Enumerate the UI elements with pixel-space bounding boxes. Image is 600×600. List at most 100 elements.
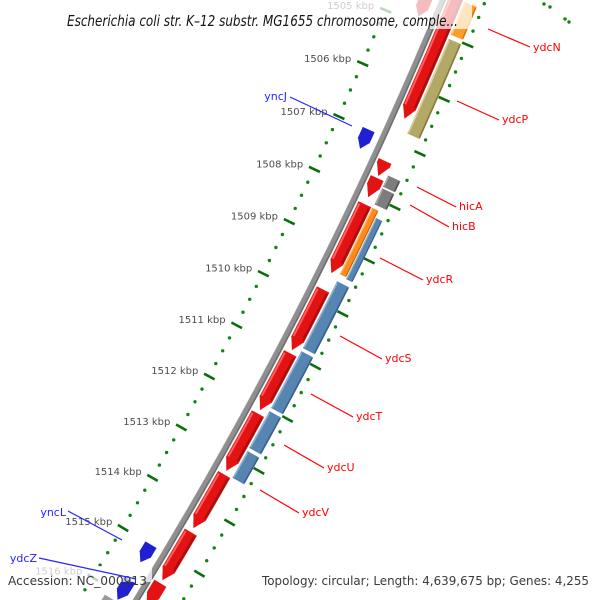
- gene-yncJ-arrow: [358, 137, 370, 149]
- gene-red-7-arrow: [193, 513, 206, 529]
- kbp-tick: [413, 149, 426, 158]
- kbp-tick: [461, 41, 474, 49]
- tick-dot: [128, 513, 132, 517]
- gene-ydcS-shadow: [351, 221, 382, 282]
- tick-dot: [380, 232, 384, 236]
- map-title: Escherichia coli str. K–12 substr. MG165…: [67, 12, 458, 30]
- gene-ydcU-highlight: [249, 412, 271, 448]
- gene-label-ydcT: ydcT: [356, 410, 383, 423]
- gene-red-0-shadow: [413, 0, 463, 109]
- tick-dot: [242, 494, 246, 499]
- tick-dot: [271, 443, 275, 447]
- tick-dot: [318, 154, 322, 158]
- gene-red-1-arrow: [377, 161, 390, 176]
- tick-dot: [423, 138, 428, 142]
- gene-red-2-arrow: [367, 183, 380, 198]
- gene-red-8-highlight: [163, 530, 187, 567]
- tick-dot: [330, 127, 335, 132]
- tick-dot: [324, 141, 328, 145]
- tick-dot: [542, 2, 546, 6]
- tick-dot: [372, 35, 376, 39]
- tick-dot: [353, 285, 358, 289]
- tick-dot: [354, 75, 359, 79]
- gene-label-ydcS: ydcS: [385, 352, 412, 365]
- tick-dot: [320, 351, 324, 355]
- gene-label-ydcN: ydcN: [533, 41, 561, 54]
- gene-red-1: [376, 158, 392, 169]
- gene-red-5-arrow: [259, 395, 272, 411]
- gene-ydcP: [407, 38, 462, 140]
- tick-label-1512: 1512 kbp: [151, 366, 198, 377]
- topology-text: Topology: circular; Length: 4,639,675 bp…: [261, 574, 589, 589]
- gene-rev-bottom: [101, 594, 114, 600]
- gene-label-layer: ydcN ydcP hicA hicB ydcR ydcS ydcT ydcU ydcV yncJ…: [10, 28, 561, 580]
- tick-label-1511: 1511 kbp: [178, 315, 225, 326]
- kbp-tick: [253, 466, 265, 476]
- gene-hicB-highlight: [375, 189, 384, 204]
- gene-red-6-shadow: [236, 417, 263, 463]
- tick-dot: [306, 180, 310, 184]
- gene-red-2: [366, 175, 384, 190]
- kbp-tick: [203, 372, 216, 381]
- gene-hicA: [382, 175, 401, 193]
- gene-red-5-highlight: [261, 352, 286, 397]
- kbp-tick: [175, 423, 188, 432]
- kbp-tick: [146, 473, 159, 483]
- gene-label-hicA: hicA: [459, 200, 483, 213]
- tick-dot: [135, 501, 140, 505]
- tick-dot: [333, 325, 338, 329]
- leader-line-yncJ: [289, 96, 353, 127]
- kbp-tick: [332, 112, 345, 121]
- tick-dot: [399, 192, 403, 196]
- gene-ydcR-shadow: [345, 211, 378, 277]
- gene-red-3-shadow: [341, 207, 370, 264]
- gene-label-ydcP: ydcP: [502, 113, 529, 126]
- kbp-tick: [223, 518, 236, 527]
- gene-label-yncJ: yncJ: [264, 90, 287, 103]
- tick-label-1508: 1508 kbp: [256, 160, 303, 171]
- tick-dot: [548, 5, 552, 9]
- tick-dot: [182, 597, 186, 600]
- gene-hicA-highlight: [383, 176, 390, 187]
- tick-dot: [306, 377, 310, 382]
- gene-ydcS-highlight: [303, 282, 338, 348]
- tick-dot: [193, 400, 197, 404]
- gene-ydcV: [232, 451, 260, 485]
- gene-ydcR: [339, 207, 379, 278]
- tick-dot: [347, 298, 351, 303]
- gene-red-3-highlight: [331, 203, 361, 260]
- tick-label-1514: 1514 kbp: [95, 467, 142, 478]
- gene-red-4-arrow: [291, 336, 304, 351]
- gene-yncJ: [357, 126, 375, 144]
- gene-ydcV-shadow: [243, 457, 259, 484]
- tick-dot: [227, 336, 232, 340]
- tick-dot: [373, 245, 377, 249]
- gene-red-9-arrow: [146, 591, 160, 600]
- tick-dot: [200, 387, 204, 391]
- tick-dot: [436, 111, 440, 115]
- tick-dot: [447, 83, 452, 88]
- tick-dot: [348, 88, 353, 92]
- gene-ydcS: [302, 281, 350, 355]
- kbp-tick: [257, 269, 270, 278]
- leader-line-hicB: [409, 204, 450, 228]
- gene-ydcT-shadow: [282, 357, 313, 414]
- gene-ydcV-highlight: [233, 452, 249, 478]
- backbone: [132, 0, 446, 600]
- gene-yncL: [139, 541, 157, 559]
- gene-red-7-highlight: [194, 473, 220, 515]
- tick-dot: [267, 258, 272, 263]
- tick-dot: [221, 349, 225, 353]
- accession-text: Accession: NC_000913: [8, 574, 147, 589]
- tick-label-1510: 1510 kbp: [205, 264, 252, 275]
- gene-label-ydcU: ydcU: [327, 461, 355, 474]
- gene-red-6-arrow: [226, 456, 239, 471]
- tick-dot: [249, 481, 253, 486]
- tick-dot: [143, 488, 147, 492]
- gene-hicB-shadow: [385, 194, 394, 210]
- tick-dot: [98, 563, 102, 567]
- kbp-tick: [308, 165, 321, 174]
- tick-dot: [342, 101, 347, 105]
- gene-hicA-shadow: [394, 181, 400, 192]
- tick-dot: [157, 463, 162, 467]
